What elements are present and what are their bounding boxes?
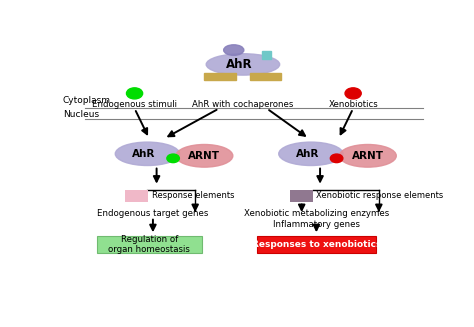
Ellipse shape — [339, 145, 396, 167]
Circle shape — [167, 154, 179, 163]
FancyBboxPatch shape — [290, 190, 313, 202]
Text: Regulation of
organ homeostasis: Regulation of organ homeostasis — [109, 235, 190, 254]
FancyBboxPatch shape — [250, 73, 282, 80]
Ellipse shape — [224, 45, 244, 55]
Ellipse shape — [279, 142, 343, 165]
FancyBboxPatch shape — [256, 236, 376, 253]
FancyBboxPatch shape — [204, 73, 236, 80]
Ellipse shape — [206, 54, 280, 75]
Ellipse shape — [115, 142, 180, 165]
Text: Xenobiotic response elements: Xenobiotic response elements — [316, 191, 444, 200]
Text: Xenobiotics: Xenobiotics — [328, 100, 378, 110]
FancyBboxPatch shape — [262, 51, 271, 59]
Text: Xenobiotic metabolizing enzymes
Inflammatory genes: Xenobiotic metabolizing enzymes Inflamma… — [244, 209, 389, 229]
Text: Response elements: Response elements — [152, 191, 234, 200]
Text: AhR: AhR — [226, 58, 253, 71]
Text: ARNT: ARNT — [188, 151, 220, 161]
Text: AhR with cochaperones: AhR with cochaperones — [192, 100, 293, 110]
Ellipse shape — [176, 145, 233, 167]
Circle shape — [330, 154, 343, 163]
Text: Nucleus: Nucleus — [63, 110, 99, 119]
FancyBboxPatch shape — [125, 190, 148, 202]
Text: ARNT: ARNT — [352, 151, 384, 161]
Text: AhR: AhR — [295, 149, 319, 159]
Circle shape — [127, 88, 143, 99]
Text: Endogenous target genes: Endogenous target genes — [97, 209, 209, 218]
Text: Cytoplasm: Cytoplasm — [63, 96, 111, 105]
FancyBboxPatch shape — [97, 236, 202, 253]
Text: Responses to xenobiotics: Responses to xenobiotics — [252, 240, 381, 249]
Text: Endogenous stimuli: Endogenous stimuli — [92, 100, 177, 110]
Text: AhR: AhR — [132, 149, 155, 159]
Circle shape — [345, 88, 361, 99]
